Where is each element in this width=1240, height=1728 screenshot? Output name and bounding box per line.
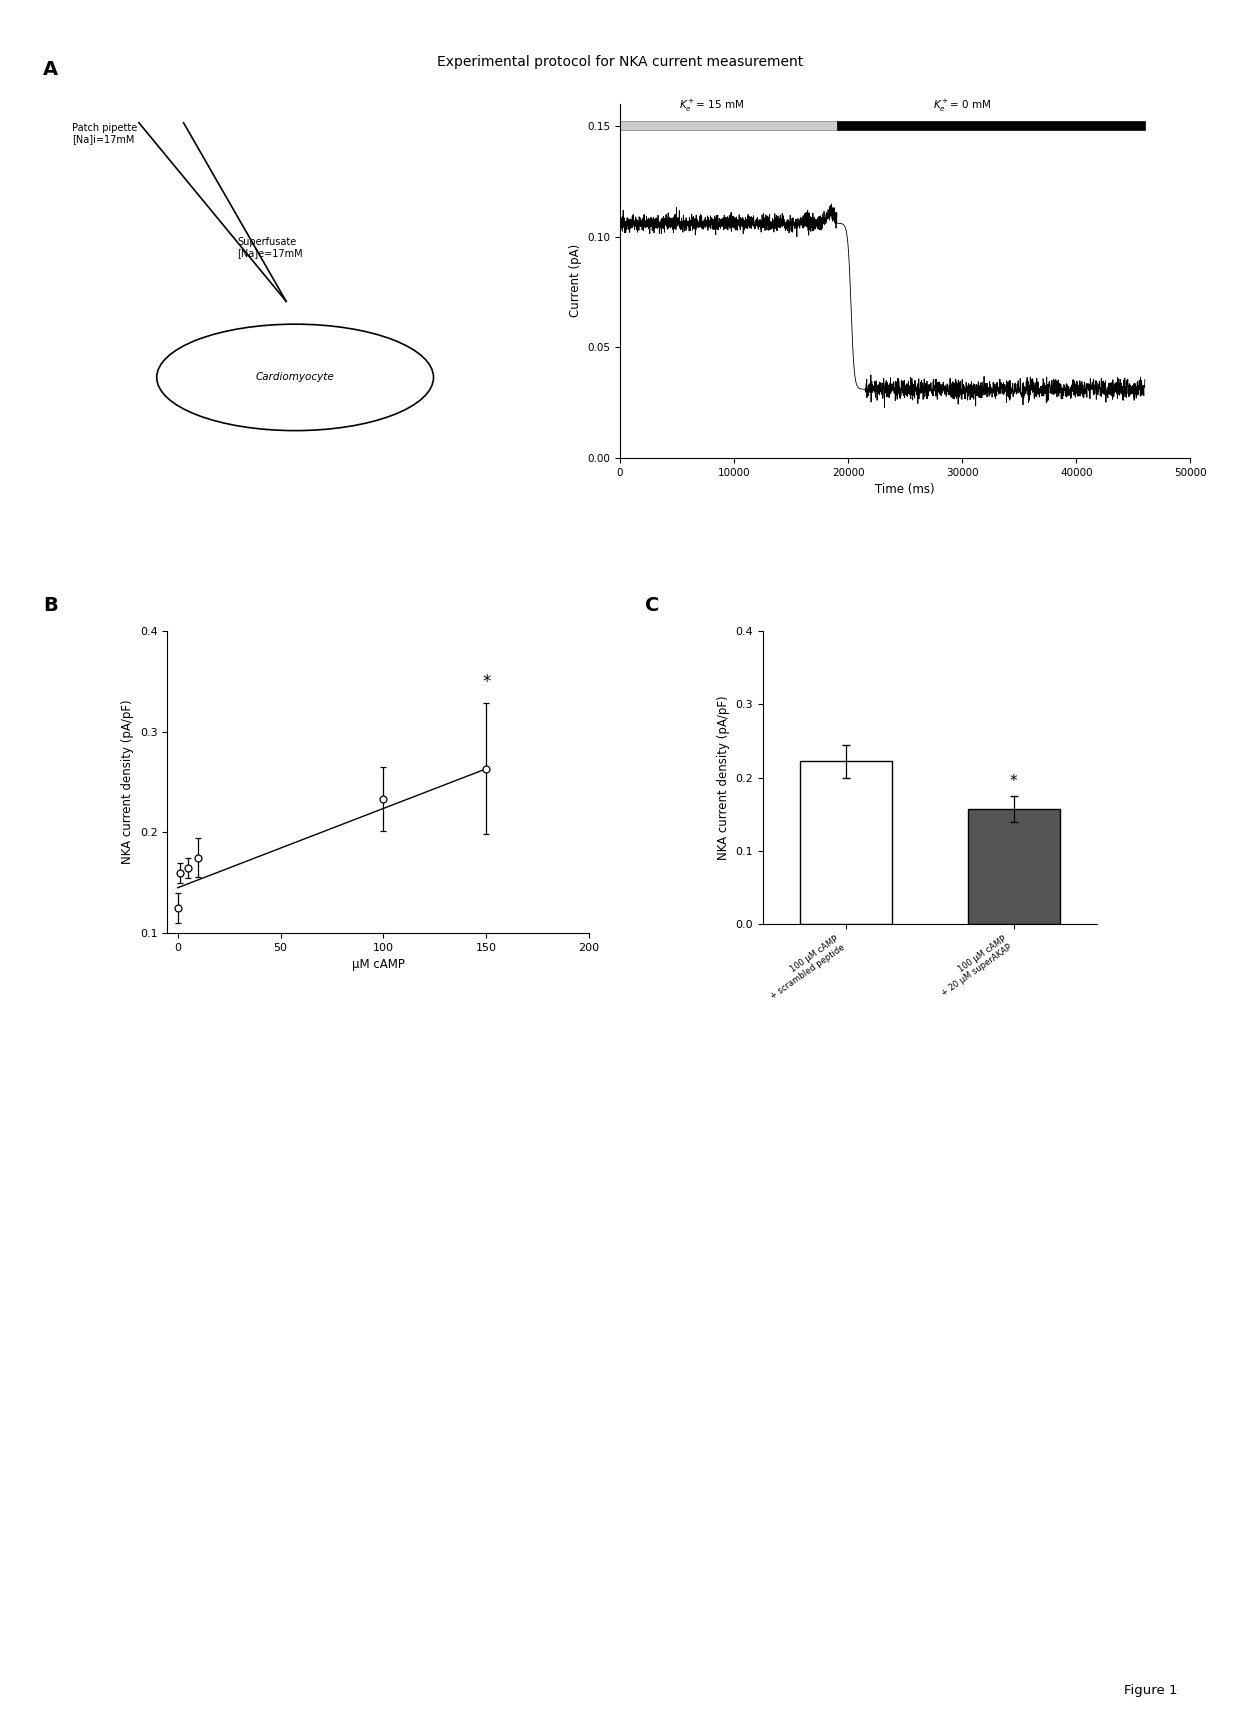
Bar xyxy=(967,809,1060,924)
Text: B: B xyxy=(43,596,58,615)
Text: C: C xyxy=(645,596,660,615)
Y-axis label: NKA current density (pA/pF): NKA current density (pA/pF) xyxy=(122,700,134,864)
X-axis label: Time (ms): Time (ms) xyxy=(875,484,935,496)
Text: Figure 1: Figure 1 xyxy=(1125,1683,1178,1697)
Y-axis label: NKA current density (pA/pF): NKA current density (pA/pF) xyxy=(717,695,729,861)
Text: Superfusate
[Na]e=17mM: Superfusate [Na]e=17mM xyxy=(237,237,303,259)
Bar xyxy=(800,762,893,924)
X-axis label: μM cAMP: μM cAMP xyxy=(352,959,404,971)
Text: $K^+_e$= 15 mM: $K^+_e$= 15 mM xyxy=(678,97,744,114)
Text: A: A xyxy=(43,60,58,79)
Text: *: * xyxy=(482,674,490,691)
FancyBboxPatch shape xyxy=(620,121,837,130)
FancyBboxPatch shape xyxy=(837,121,1145,130)
Text: $K^+_e$= 0 mM: $K^+_e$= 0 mM xyxy=(932,97,992,114)
Y-axis label: Current (pA): Current (pA) xyxy=(569,244,582,318)
Text: Patch pipette
[Na]i=17mM: Patch pipette [Na]i=17mM xyxy=(72,123,138,145)
Text: Experimental protocol for NKA current measurement: Experimental protocol for NKA current me… xyxy=(436,55,804,69)
Text: *: * xyxy=(1009,774,1018,788)
Text: Cardiomyocyte: Cardiomyocyte xyxy=(255,373,335,382)
